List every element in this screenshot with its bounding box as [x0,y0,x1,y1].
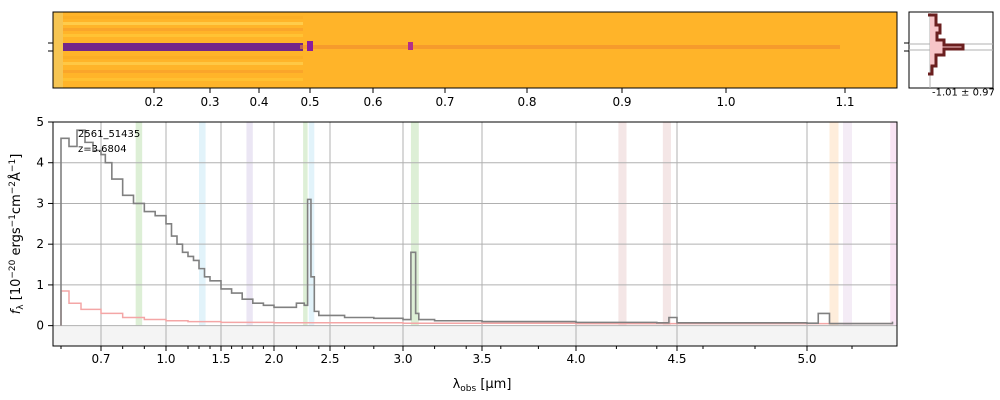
y-tick-label: 5 [36,115,44,129]
texture-row [63,34,303,37]
spectrum-2d-panel: 0.2 0.3 0.4 0.5 0.6 0.7 0.8 0.9 1.0 1.1 [48,11,898,109]
emission-band [410,122,419,346]
wave-tick-label: 0.7 [435,95,454,109]
texture-row [63,56,303,59]
wave-tick-label: 1.0 [716,95,735,109]
error-line [60,290,893,326]
emission-band [246,122,253,346]
wave-tick-label: 0.9 [612,95,631,109]
profile-label: -1.01 ± 0.97 [932,87,995,98]
texture-row [63,22,303,25]
profile-fill [930,15,963,74]
redshift-label: z=3.6804 [78,144,127,155]
spectrum-2d-frame [52,11,898,89]
profile-curve [928,13,965,76]
object-id-label: 2561_51435 [78,129,140,140]
texture-row [63,62,303,65]
emission-band [829,122,839,346]
texture-row [63,78,303,81]
texture-row [63,16,303,19]
wave-tick-label: 0.3 [200,95,219,109]
x-tick-label: 4.5 [667,352,686,366]
emission-band [135,122,143,346]
wave-tick-label: 1.1 [835,95,854,109]
emission-band [890,122,897,346]
profile-panel: -1.01 ± 0.97 [904,11,995,98]
texture-row [63,28,303,31]
spectrum-2d-wave-axis: 0.2 0.3 0.4 0.5 0.6 0.7 0.8 0.9 1.0 1.1 [144,88,855,109]
grid [53,121,897,346]
y-tick-label: 1 [36,278,44,292]
below-zero-shade [53,326,897,346]
spectrum-1d-panel: 0.7 1.0 1.5 2.0 2.5 3.0 3.5 4.0 4.5 5.0 0 1 2 3 4 5 25… [8,115,898,394]
emission-band [618,122,627,346]
x-tick-label: 2.5 [320,352,339,366]
y-tick-label: 2 [36,237,44,251]
spectrum-2d-trace-tail [300,45,840,49]
x-tick-label: 2.0 [264,352,283,366]
x-tick-label: 1.5 [211,352,230,366]
emission-band [303,122,308,346]
spectrum-2d-line-blob [408,42,413,50]
texture-row [63,70,303,73]
wave-tick-label: 0.2 [144,95,163,109]
wave-tick-label: 0.8 [517,95,536,109]
y-tick-label: 3 [36,196,44,210]
x-axis-label: λobs [μm] [453,377,512,394]
y-axis-label: fλ [10−20 ergs−1cm−2Å−1] [8,154,26,315]
x-tick-label: 5.0 [797,352,816,366]
plot-frame [52,121,898,347]
emission-line-bands [135,122,897,346]
x-tick-label: 1.0 [156,352,175,366]
emission-band [843,122,852,346]
wave-tick-label: 0.4 [249,95,268,109]
spectrum-2d-texture [53,12,303,88]
x-tick-label: 3.5 [472,352,491,366]
x-axis: 0.7 1.0 1.5 2.0 2.5 3.0 3.5 4.0 4.5 5.0 [60,346,853,366]
y-tick-label: 0 [36,319,44,333]
wave-tick-label: 0.6 [363,95,382,109]
x-tick-label: 4.0 [566,352,585,366]
y-axis: 0 1 2 3 4 5 [36,115,53,333]
texture-edge [53,12,63,88]
spectrum-2d-line-blob [307,41,313,51]
emission-band [199,122,206,346]
spectrum-2d-trace [63,43,303,51]
y-tick-label: 4 [36,156,44,170]
emission-band [662,122,671,346]
flux-line [60,129,894,326]
x-tick-label: 0.7 [91,352,110,366]
x-tick-label: 3.0 [393,352,412,366]
wave-tick-label: 0.5 [300,95,319,109]
